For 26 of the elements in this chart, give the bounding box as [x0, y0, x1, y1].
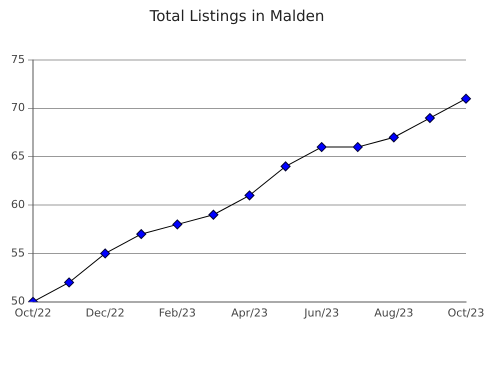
point	[352, 142, 363, 152]
point	[136, 229, 146, 240]
y-tick-label: 70	[10, 101, 25, 114]
x-tick-label: Oct/22	[14, 306, 52, 320]
x-tick-label: Aug/23	[374, 306, 414, 320]
x-tick-label: Apr/23	[231, 306, 268, 320]
chart-title: Total Listings in Malden	[148, 6, 324, 25]
x-tick-label: Feb/23	[158, 306, 196, 320]
point	[280, 161, 291, 172]
y-tick-label: 65	[10, 150, 25, 163]
point	[461, 94, 471, 104]
point	[244, 190, 254, 200]
point	[316, 142, 327, 152]
y-tick-label: 75	[10, 52, 25, 66]
x-tick-label: Jun/23	[303, 306, 340, 320]
y-tick-label: 55	[10, 246, 25, 260]
point	[208, 210, 218, 220]
y-tick-label: 50	[10, 294, 25, 308]
point	[64, 277, 74, 288]
y-tick-label: 60	[10, 198, 25, 211]
point	[100, 248, 110, 258]
point	[424, 113, 435, 124]
point	[388, 132, 399, 142]
point	[172, 219, 182, 230]
x-tick-label: Dec/22	[86, 306, 125, 320]
x-tick-label: Oct/23	[448, 306, 484, 320]
